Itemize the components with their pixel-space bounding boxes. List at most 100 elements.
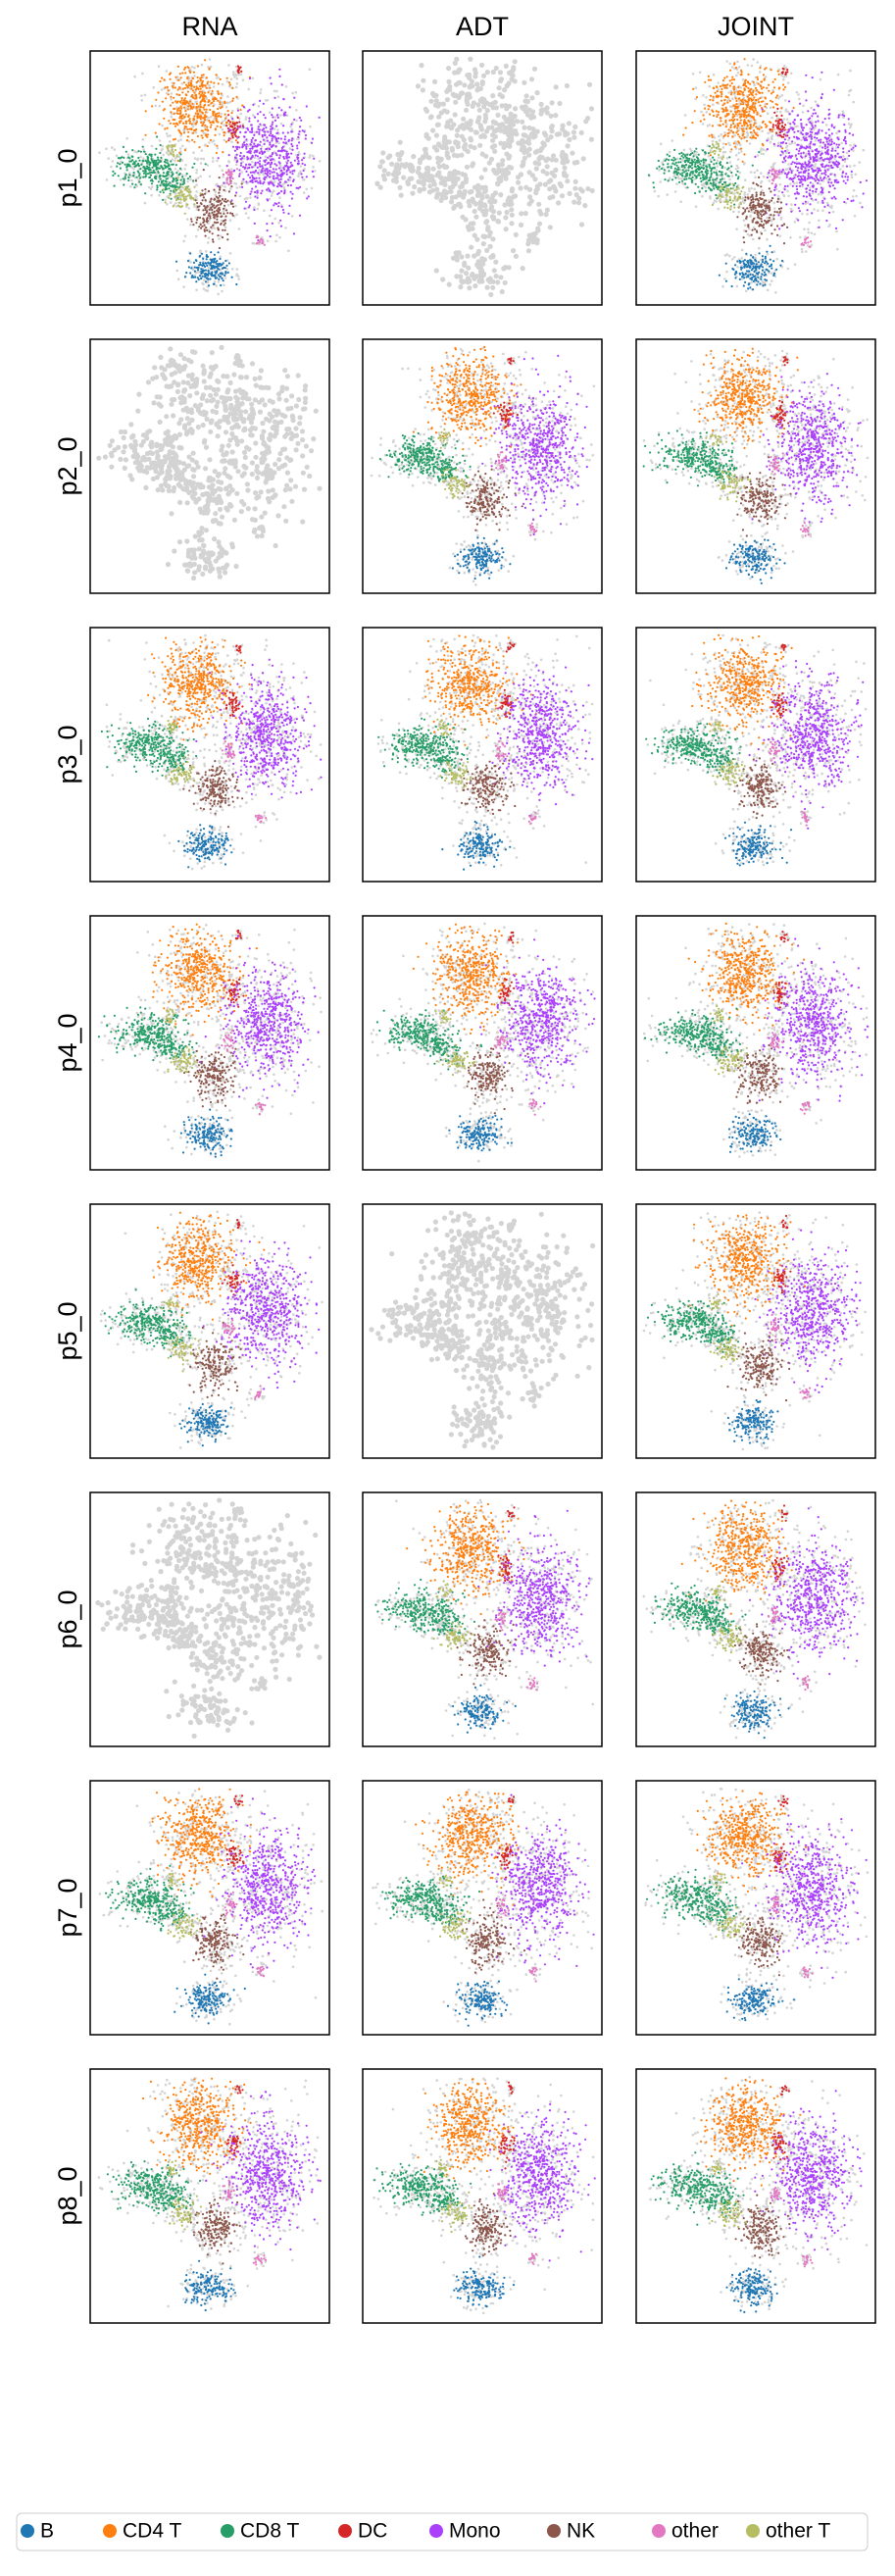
background-point bbox=[158, 65, 161, 68]
background-point bbox=[127, 153, 130, 156]
background-point bbox=[208, 267, 211, 270]
background-point bbox=[159, 139, 162, 142]
background-point bbox=[225, 102, 228, 105]
background-point bbox=[295, 109, 298, 112]
background-point bbox=[212, 160, 215, 163]
background-point bbox=[229, 252, 232, 255]
background-point bbox=[141, 73, 144, 76]
background-point bbox=[289, 147, 292, 150]
background-point bbox=[223, 283, 225, 286]
background-point bbox=[195, 100, 198, 103]
background-point bbox=[284, 227, 287, 229]
background-point bbox=[207, 289, 210, 292]
background-point bbox=[201, 149, 204, 152]
background-point bbox=[236, 186, 239, 189]
column-title: RNA bbox=[181, 12, 237, 41]
background-point bbox=[287, 250, 290, 253]
background-point bbox=[224, 277, 227, 279]
background-point bbox=[111, 146, 114, 149]
background-point bbox=[141, 138, 144, 141]
background-point bbox=[218, 280, 221, 283]
background-point bbox=[265, 156, 268, 159]
background-point bbox=[213, 139, 216, 142]
background-point bbox=[225, 106, 228, 109]
background-point bbox=[110, 166, 113, 169]
background-point bbox=[144, 94, 147, 97]
background-point bbox=[242, 181, 245, 184]
background-point bbox=[224, 185, 226, 188]
background-point bbox=[242, 78, 245, 81]
background-point bbox=[273, 189, 275, 192]
background-point bbox=[216, 76, 219, 79]
background-point bbox=[236, 268, 239, 271]
background-point bbox=[132, 168, 135, 171]
background-point bbox=[159, 105, 162, 108]
background-point bbox=[256, 208, 259, 211]
background-point bbox=[142, 148, 145, 151]
background-point bbox=[254, 157, 257, 160]
background-point bbox=[179, 147, 182, 150]
background-point bbox=[184, 175, 187, 177]
background-point bbox=[259, 91, 262, 94]
background-point bbox=[217, 147, 220, 150]
background-point bbox=[197, 177, 200, 179]
background-point bbox=[274, 116, 277, 119]
background-point bbox=[291, 128, 294, 131]
background-point bbox=[303, 191, 306, 194]
background-point bbox=[193, 67, 196, 70]
background-point bbox=[114, 148, 117, 151]
background-point bbox=[226, 268, 229, 271]
background-point bbox=[245, 212, 248, 215]
background-point bbox=[130, 179, 133, 182]
background-point bbox=[249, 196, 252, 199]
background-point bbox=[236, 77, 239, 80]
background-point bbox=[178, 156, 181, 159]
background-point bbox=[282, 186, 285, 189]
background-point bbox=[155, 173, 158, 176]
background-point bbox=[300, 165, 303, 168]
background-point bbox=[247, 217, 250, 220]
background-point bbox=[161, 125, 164, 127]
background-point bbox=[269, 215, 272, 218]
background-point bbox=[248, 88, 251, 91]
background-point bbox=[258, 203, 261, 206]
background-point bbox=[125, 137, 128, 140]
background-point bbox=[195, 172, 198, 175]
background-point bbox=[154, 105, 157, 108]
background-point bbox=[239, 185, 242, 188]
background-point bbox=[105, 147, 108, 150]
background-point bbox=[219, 133, 222, 136]
background-point bbox=[319, 160, 322, 163]
background-point bbox=[278, 196, 281, 199]
background-point bbox=[203, 131, 206, 134]
background-point bbox=[220, 113, 223, 116]
background-point bbox=[219, 165, 222, 168]
background-point bbox=[274, 240, 277, 243]
background-point bbox=[239, 113, 242, 116]
background-point bbox=[285, 85, 288, 88]
column-title: ADT bbox=[456, 12, 509, 41]
background-point bbox=[192, 151, 195, 154]
background-point bbox=[222, 83, 224, 86]
background-point bbox=[183, 168, 186, 171]
background-point bbox=[191, 66, 194, 69]
background-point bbox=[206, 97, 209, 100]
background-point bbox=[214, 280, 217, 283]
background-point bbox=[120, 178, 123, 181]
background-point bbox=[112, 160, 115, 163]
background-point bbox=[98, 151, 101, 154]
background-point bbox=[267, 240, 270, 243]
background-point bbox=[267, 99, 270, 102]
background-point bbox=[230, 141, 233, 144]
background-point bbox=[240, 171, 243, 174]
background-point bbox=[213, 85, 216, 88]
background-point bbox=[237, 278, 240, 280]
background-point bbox=[196, 169, 199, 172]
background-point bbox=[297, 175, 300, 177]
background-point bbox=[174, 160, 176, 163]
background-point bbox=[279, 114, 282, 117]
background-point bbox=[197, 158, 200, 161]
background-point bbox=[227, 64, 230, 67]
background-point bbox=[195, 183, 198, 186]
